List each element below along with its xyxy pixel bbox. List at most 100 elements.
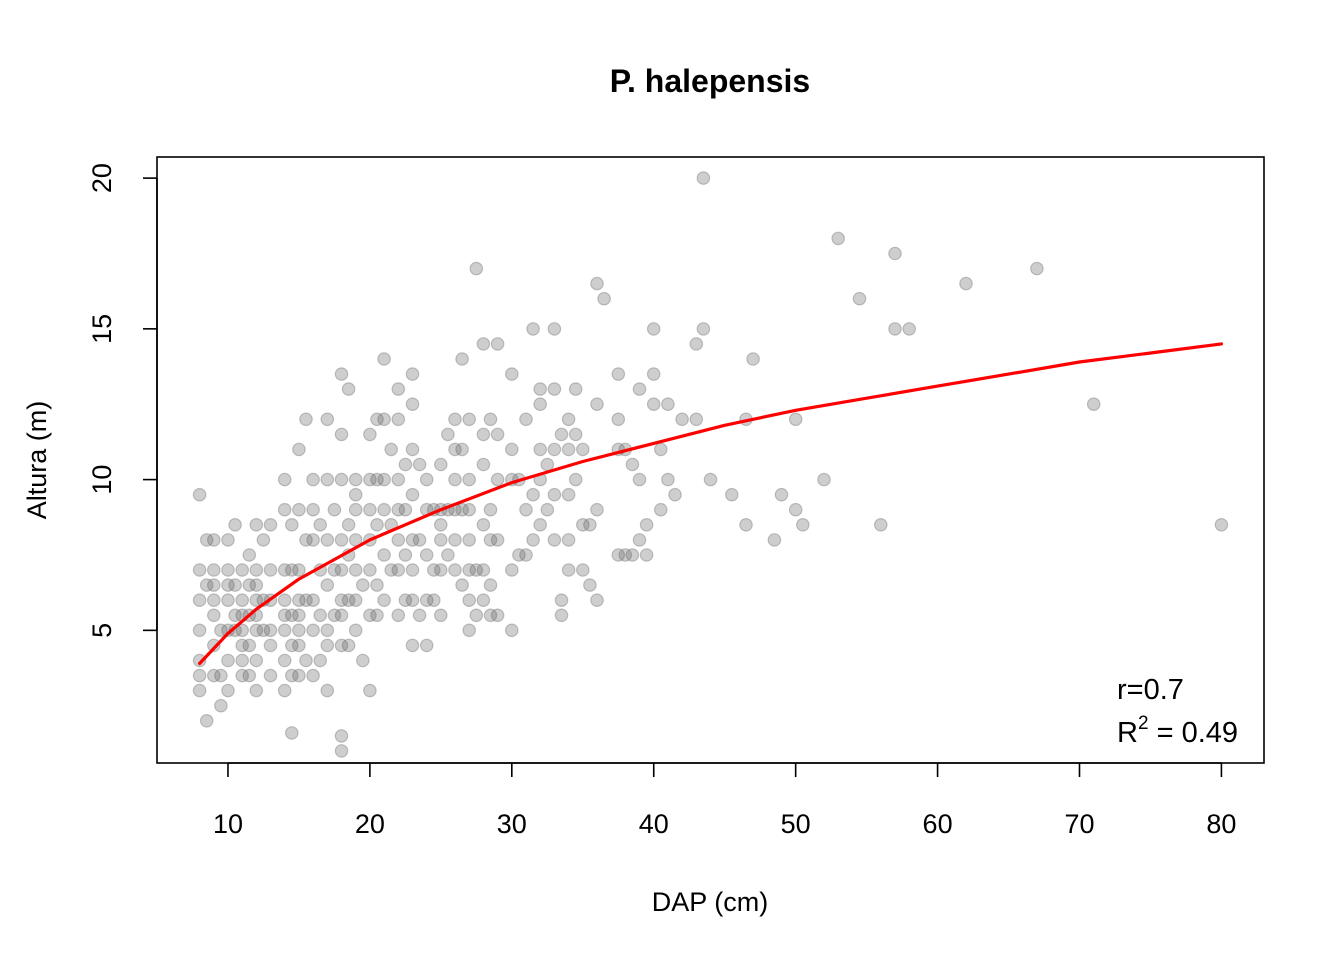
data-point: [370, 578, 384, 592]
data-point: [320, 472, 335, 487]
r-annotation: r=0.7: [1117, 674, 1184, 706]
data-point: [433, 517, 448, 532]
data-point: [398, 457, 413, 472]
data-point: [831, 231, 845, 246]
data-point: [334, 533, 349, 547]
data-point: [448, 563, 462, 577]
data-point: [476, 593, 491, 607]
data-point: [561, 442, 576, 457]
data-point: [249, 623, 264, 638]
data-point: [646, 397, 661, 411]
data-points: [192, 171, 1229, 758]
data-point: [277, 593, 292, 607]
data-point: [561, 487, 576, 502]
data-point: [625, 457, 640, 472]
data-point: [902, 322, 916, 336]
data-point: [391, 472, 406, 487]
data-point: [959, 276, 973, 291]
x-tick-label: 20: [355, 809, 385, 839]
data-point: [405, 563, 420, 577]
data-point: [398, 502, 413, 517]
data-point: [221, 578, 235, 592]
data-point: [228, 578, 242, 592]
data-point: [476, 517, 491, 532]
data-point: [448, 442, 462, 457]
data-point: [221, 623, 235, 638]
data-point: [405, 638, 420, 653]
x-tick-label: 30: [497, 809, 527, 839]
data-point: [207, 593, 221, 607]
data-point: [405, 397, 420, 411]
data-point: [455, 502, 469, 517]
data-point: [199, 713, 214, 728]
data-point: [334, 608, 349, 623]
data-point: [384, 442, 398, 457]
data-point: [221, 593, 235, 607]
data-point: [554, 608, 569, 623]
data-point: [405, 593, 420, 607]
data-point: [341, 382, 356, 396]
data-point: [355, 653, 370, 668]
data-point: [533, 442, 547, 457]
data-point: [377, 472, 391, 487]
data-point: [476, 457, 491, 472]
data-point: [817, 472, 831, 487]
data-point: [277, 623, 292, 638]
data-point: [746, 352, 760, 366]
data-point: [462, 623, 476, 638]
data-point: [433, 608, 448, 623]
data-point: [590, 593, 604, 607]
data-point: [433, 457, 448, 472]
data-point: [320, 578, 335, 592]
data-point: [483, 608, 498, 623]
data-point: [873, 517, 888, 532]
data-point: [263, 563, 278, 577]
data-point: [363, 563, 377, 577]
data-point: [597, 291, 611, 306]
data-point: [370, 517, 384, 532]
data-point: [292, 608, 306, 623]
data-point: [568, 472, 583, 487]
data-point: [263, 638, 278, 653]
data-point: [583, 517, 597, 532]
data-point: [299, 533, 313, 547]
data-point: [292, 668, 306, 683]
data-point: [277, 608, 292, 623]
data-point: [767, 533, 782, 547]
data-point: [888, 246, 902, 261]
data-point: [363, 502, 377, 517]
data-point: [306, 533, 320, 547]
data-point: [739, 517, 753, 532]
data-point: [228, 608, 242, 623]
data-point: [235, 593, 249, 607]
data-point: [221, 653, 235, 668]
data-point: [391, 563, 406, 577]
data-point: [391, 382, 406, 396]
data-point: [533, 517, 547, 532]
data-point: [455, 352, 469, 366]
data-point: [249, 578, 264, 592]
data-point: [341, 593, 356, 607]
data-point: [242, 548, 257, 562]
data-point: [590, 276, 604, 291]
data-point: [192, 668, 207, 683]
data-point: [462, 593, 476, 607]
data-point: [519, 502, 533, 517]
data-point: [207, 668, 221, 683]
data-point: [419, 638, 434, 653]
y-axis-label: Altura (m): [22, 401, 52, 520]
data-point: [668, 487, 682, 502]
x-tick-label: 50: [781, 809, 811, 839]
data-point: [263, 623, 278, 638]
data-point: [370, 472, 384, 487]
data-point: [483, 578, 498, 592]
data-point: [277, 563, 292, 577]
data-point: [221, 683, 235, 698]
data-point: [653, 442, 668, 457]
data-point: [504, 623, 519, 638]
data-point: [575, 442, 590, 457]
data-point: [363, 427, 377, 442]
data-point: [441, 427, 455, 442]
